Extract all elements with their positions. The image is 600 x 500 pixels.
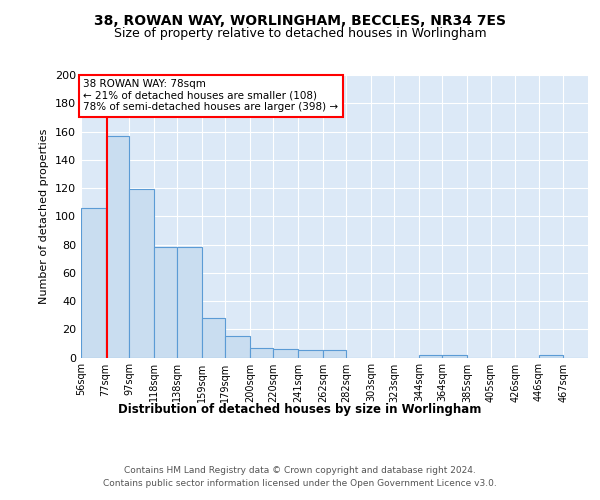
Bar bbox=[298, 350, 323, 358]
Bar bbox=[154, 248, 177, 358]
Text: 38 ROWAN WAY: 78sqm
← 21% of detached houses are smaller (108)
78% of semi-detac: 38 ROWAN WAY: 78sqm ← 21% of detached ho… bbox=[83, 79, 338, 112]
Bar bbox=[539, 354, 563, 358]
Text: Distribution of detached houses by size in Worlingham: Distribution of detached houses by size … bbox=[118, 402, 482, 415]
Bar bbox=[106, 136, 129, 358]
Bar bbox=[202, 318, 226, 358]
Bar bbox=[81, 208, 106, 358]
Bar bbox=[274, 349, 298, 358]
Bar bbox=[226, 336, 250, 357]
Text: 38, ROWAN WAY, WORLINGHAM, BECCLES, NR34 7ES: 38, ROWAN WAY, WORLINGHAM, BECCLES, NR34… bbox=[94, 14, 506, 28]
Bar bbox=[442, 354, 467, 358]
Bar bbox=[177, 248, 202, 358]
Bar bbox=[250, 348, 274, 358]
Text: Contains public sector information licensed under the Open Government Licence v3: Contains public sector information licen… bbox=[103, 479, 497, 488]
Bar bbox=[419, 354, 442, 358]
Bar bbox=[129, 190, 154, 358]
Text: Size of property relative to detached houses in Worlingham: Size of property relative to detached ho… bbox=[113, 28, 487, 40]
Y-axis label: Number of detached properties: Number of detached properties bbox=[40, 128, 49, 304]
Text: Contains HM Land Registry data © Crown copyright and database right 2024.: Contains HM Land Registry data © Crown c… bbox=[124, 466, 476, 475]
Bar bbox=[323, 350, 346, 358]
